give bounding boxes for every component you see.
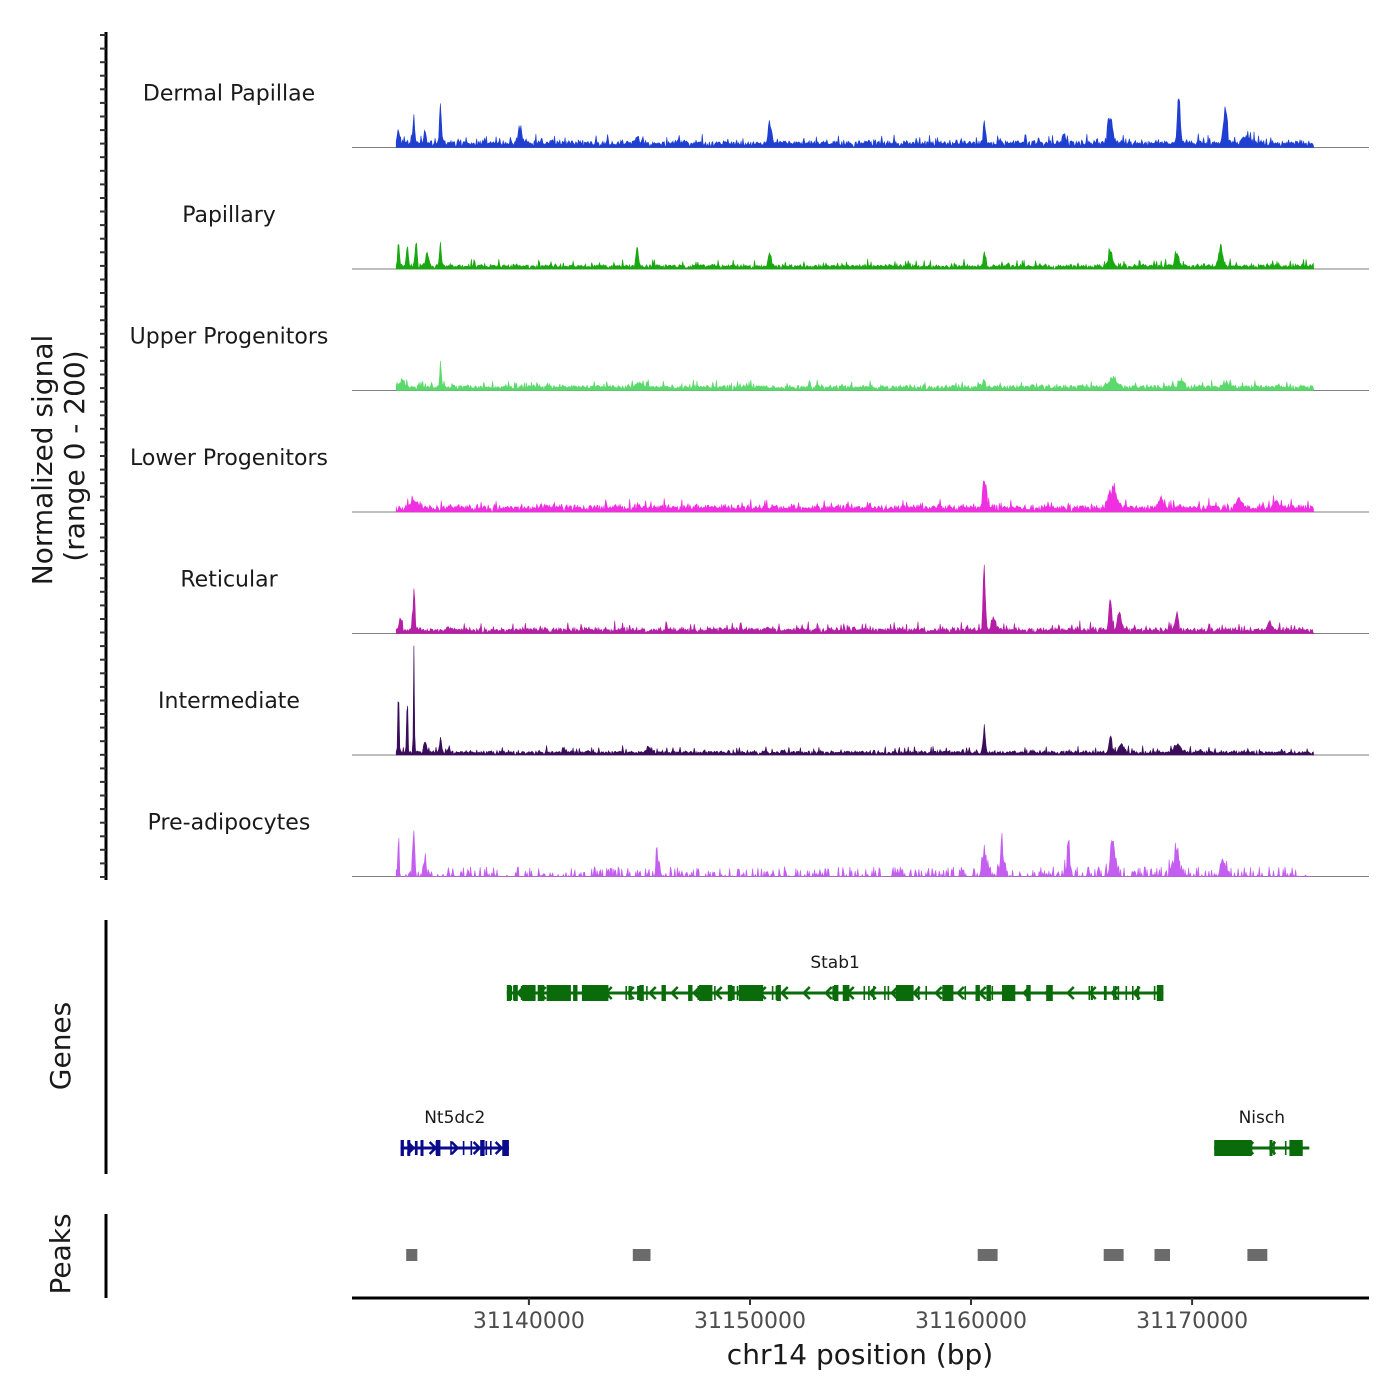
gene-exon bbox=[407, 1140, 411, 1156]
gene-nisch: Nisch bbox=[1214, 1108, 1310, 1156]
strand-chevron bbox=[669, 986, 679, 1000]
track-label: Intermediate bbox=[158, 689, 300, 714]
gene-exon bbox=[546, 985, 571, 1001]
gene-exon bbox=[738, 985, 764, 1001]
gene-stab1: Stab1 bbox=[506, 953, 1164, 1001]
gene-exon bbox=[581, 985, 609, 1001]
gene-exon bbox=[1026, 985, 1031, 1001]
gene-label: Nisch bbox=[1239, 1108, 1285, 1128]
y-axis-title-main: Normalized signal bbox=[26, 335, 59, 586]
peaks-track: Peaks bbox=[44, 1213, 1268, 1298]
gene-exon bbox=[1046, 985, 1053, 1001]
gene-exon bbox=[436, 1140, 441, 1156]
signal-area bbox=[395, 98, 1315, 149]
strand-chevron bbox=[933, 986, 943, 1000]
track-upper-progenitors: Upper Progenitors bbox=[130, 325, 1369, 392]
track-pre-adipocytes: Pre-adipocytes bbox=[148, 811, 1369, 878]
y-axis-title-range: (range 0 - 200) bbox=[58, 350, 91, 561]
peak-region bbox=[406, 1249, 418, 1261]
peaks-track-title: Peaks bbox=[44, 1213, 77, 1294]
strand-chevron bbox=[450, 1141, 460, 1155]
track-reticular: Reticular bbox=[180, 564, 1369, 635]
gene-exon bbox=[942, 985, 954, 1001]
gene-exon bbox=[522, 985, 536, 1001]
strand-chevron bbox=[713, 986, 723, 1000]
gene-exon bbox=[1269, 1140, 1273, 1156]
gene-exon bbox=[842, 985, 850, 1001]
track-label: Dermal Papillae bbox=[143, 82, 315, 107]
strand-chevron bbox=[823, 986, 833, 1000]
gene-exon bbox=[975, 985, 980, 1001]
signal-area bbox=[395, 645, 1315, 756]
y-axis-title: Normalized signal (range 0 - 200) bbox=[26, 335, 91, 586]
signal-area bbox=[395, 564, 1315, 635]
gene-exon bbox=[506, 985, 512, 1001]
genes-track: Genes Stab1 Nt5dc2 Nisch bbox=[44, 920, 1310, 1174]
gene-exon bbox=[688, 985, 693, 1001]
track-label: Lower Progenitors bbox=[130, 446, 328, 471]
strand-chevron bbox=[955, 986, 965, 1000]
peak-region bbox=[977, 1249, 998, 1261]
gene-exon bbox=[420, 1140, 424, 1156]
track-intermediate: Intermediate bbox=[158, 645, 1369, 756]
gene-exon bbox=[400, 1140, 404, 1156]
strand-chevron bbox=[1065, 986, 1075, 1000]
signal-area bbox=[395, 830, 1314, 878]
signal-area bbox=[395, 480, 1315, 513]
strand-chevron bbox=[889, 986, 899, 1000]
signal-area bbox=[395, 241, 1315, 270]
gene-exon bbox=[537, 985, 545, 1001]
x-tick-label: 31160000 bbox=[915, 1309, 1027, 1334]
gene-exon bbox=[661, 985, 666, 1001]
genes-track-title: Genes bbox=[44, 1002, 77, 1090]
gene-exon bbox=[1289, 1140, 1303, 1156]
strand-chevron bbox=[779, 986, 789, 1000]
x-axis-title: chr14 position (bp) bbox=[727, 1338, 993, 1371]
track-label: Papillary bbox=[182, 203, 276, 228]
x-axis: chr14 position (bp) 31140000 31150000 3116… bbox=[352, 1296, 1369, 1371]
gene-exon bbox=[834, 985, 839, 1001]
x-tick-label: 31150000 bbox=[694, 1309, 806, 1334]
peak-region bbox=[632, 1249, 651, 1261]
track-papillary: Papillary bbox=[182, 203, 1369, 270]
x-tick-label: 31140000 bbox=[473, 1309, 585, 1334]
peak-region bbox=[1247, 1249, 1268, 1261]
track-label: Reticular bbox=[180, 568, 278, 593]
signal-area bbox=[395, 360, 1315, 392]
strand-chevron bbox=[911, 986, 921, 1000]
track-label: Pre-adipocytes bbox=[148, 811, 311, 836]
signal-y-axis bbox=[100, 32, 108, 880]
gene-exon bbox=[727, 985, 733, 1001]
gene-exon bbox=[1002, 985, 1016, 1001]
peak-region bbox=[1154, 1249, 1170, 1261]
strand-chevron bbox=[494, 1141, 504, 1155]
track-label: Upper Progenitors bbox=[130, 325, 329, 350]
strand-chevron bbox=[472, 1141, 482, 1155]
peak-region bbox=[1103, 1249, 1124, 1261]
gene-nt5dc2: Nt5dc2 bbox=[400, 1108, 509, 1156]
gene-exon bbox=[1156, 985, 1164, 1001]
strand-chevron bbox=[801, 986, 811, 1000]
strand-chevron bbox=[647, 986, 657, 1000]
gene-label: Nt5dc2 bbox=[424, 1108, 485, 1128]
x-tick-label: 31170000 bbox=[1136, 1309, 1248, 1334]
gene-label: Stab1 bbox=[810, 953, 859, 973]
gene-exon bbox=[573, 985, 578, 1001]
gene-exon bbox=[502, 1140, 509, 1156]
signal-tracks: Dermal Papillae Papillary Upper Progenitor… bbox=[100, 32, 1369, 880]
gene-exon bbox=[986, 985, 991, 1001]
gene-exon bbox=[480, 1140, 485, 1156]
gene-exon bbox=[639, 985, 644, 1001]
track-dermal-papillae: Dermal Papillae bbox=[143, 82, 1369, 149]
track-lower-progenitors: Lower Progenitors bbox=[130, 446, 1369, 513]
